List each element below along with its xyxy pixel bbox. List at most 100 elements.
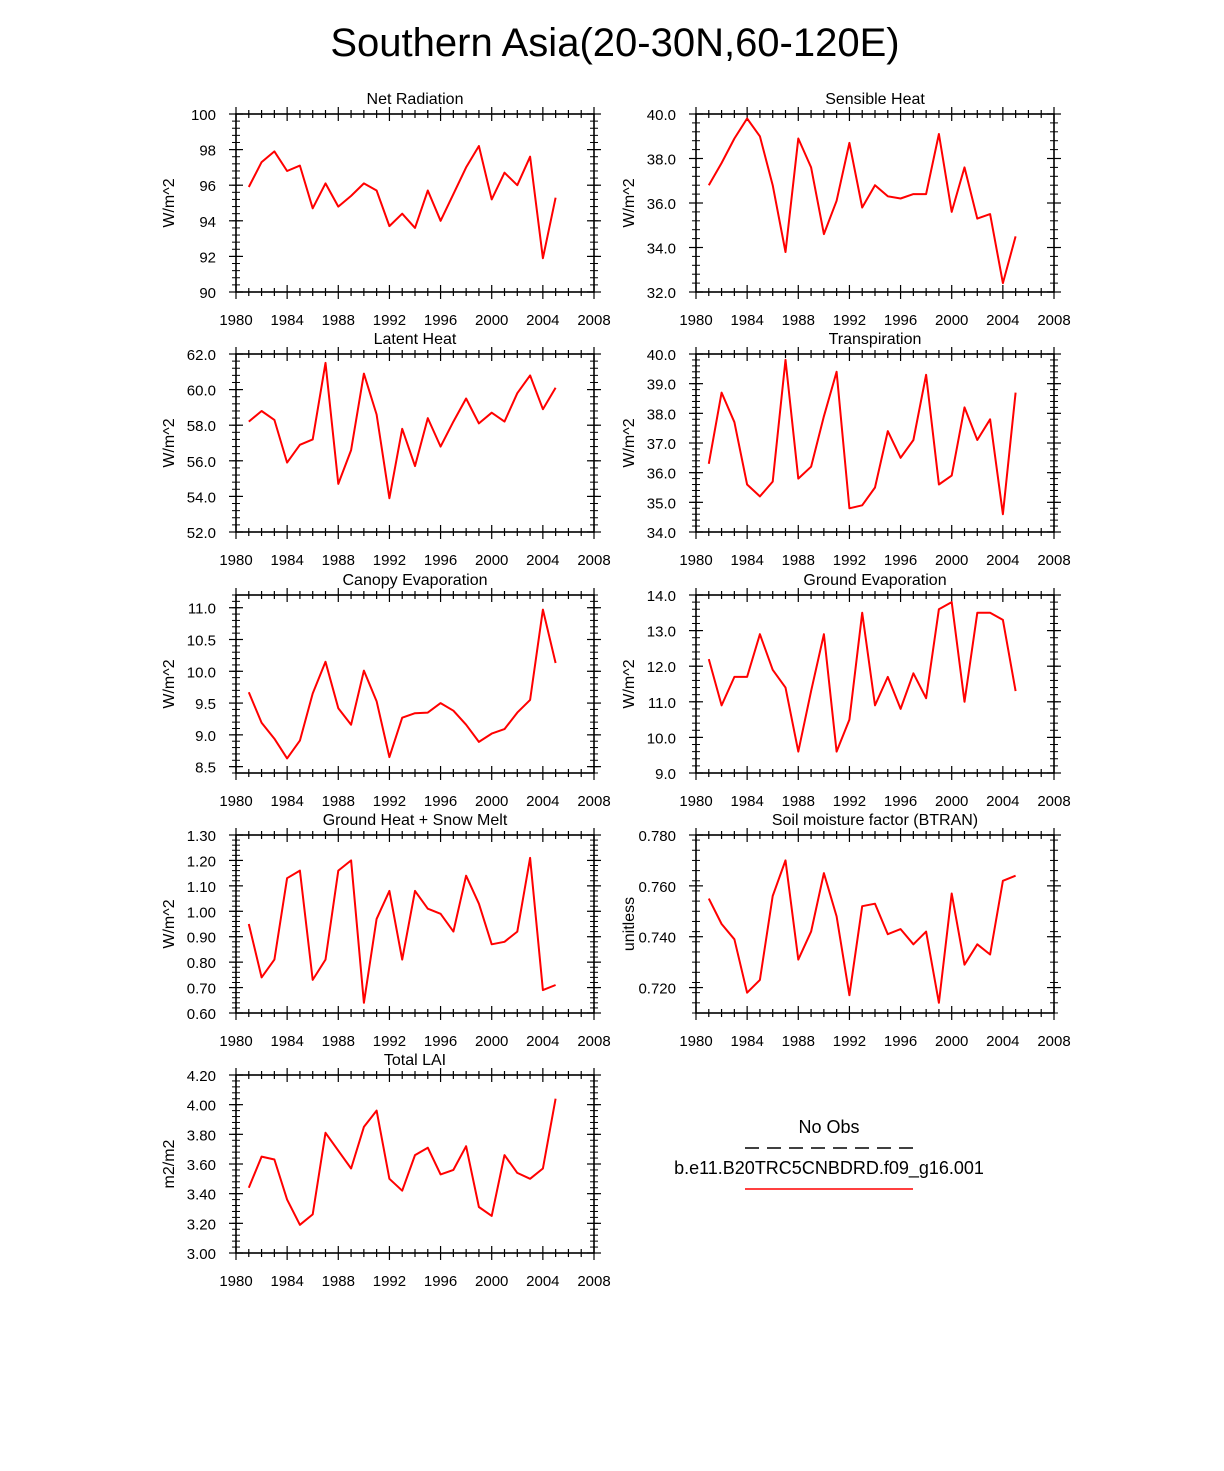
x-tick-label: 1984 bbox=[730, 552, 763, 569]
x-tick-label: 2000 bbox=[475, 312, 508, 329]
x-tick-label: 1980 bbox=[219, 1273, 252, 1290]
y-tick-label: 4.00 bbox=[187, 1098, 216, 1115]
panel-title: Transpiration bbox=[829, 331, 922, 348]
x-tick-label: 1996 bbox=[424, 1273, 457, 1290]
y-tick-label: 1.00 bbox=[187, 904, 216, 921]
x-tick-label: 1992 bbox=[373, 312, 406, 329]
x-tick-label: 1996 bbox=[884, 1033, 917, 1050]
x-tick-label: 2008 bbox=[577, 793, 610, 810]
y-axis-label: W/m^2 bbox=[161, 899, 178, 948]
x-tick-label: 1988 bbox=[322, 1033, 355, 1050]
y-tick-label: 38.0 bbox=[647, 152, 676, 169]
x-tick-label: 1988 bbox=[322, 793, 355, 810]
series-line bbox=[707, 358, 1017, 516]
plot-frame bbox=[695, 594, 1055, 774]
x-tick-label: 2004 bbox=[526, 1273, 559, 1290]
plot-frame bbox=[235, 113, 595, 293]
panel-title: Latent Heat bbox=[374, 331, 457, 348]
x-tick-label: 1992 bbox=[373, 552, 406, 569]
x-tick-label: 1984 bbox=[270, 552, 303, 569]
y-tick-label: 34.0 bbox=[647, 241, 676, 258]
x-tick-label: 1980 bbox=[219, 552, 252, 569]
x-tick-label: 1996 bbox=[884, 793, 917, 810]
y-tick-label: 0.90 bbox=[187, 930, 216, 947]
plot-frame bbox=[235, 1074, 595, 1254]
y-axis-label: m2/m2 bbox=[161, 1139, 178, 1188]
y-axis-label: W/m^2 bbox=[161, 418, 178, 467]
y-tick-label: 1.20 bbox=[187, 853, 216, 870]
x-tick-label: 2004 bbox=[986, 793, 1019, 810]
y-tick-label: 9.5 bbox=[195, 696, 216, 713]
x-tick-label: 1988 bbox=[782, 1033, 815, 1050]
y-tick-label: 32.0 bbox=[647, 285, 676, 302]
series-line bbox=[248, 361, 557, 500]
y-tick-label: 1.10 bbox=[187, 879, 216, 896]
x-tick-label: 1984 bbox=[730, 793, 763, 810]
panel-title: Total LAI bbox=[384, 1052, 446, 1069]
x-tick-label: 2004 bbox=[986, 312, 1019, 329]
x-tick-label: 1980 bbox=[679, 793, 712, 810]
y-tick-label: 3.40 bbox=[187, 1187, 216, 1204]
panel-soil-moisture-factor-btran: Soil moisture factor (BTRAN) unitless 1980… bbox=[621, 812, 1071, 1050]
y-axis-label: W/m^2 bbox=[621, 178, 638, 227]
y-tick-label: 3.60 bbox=[187, 1157, 216, 1174]
x-tick-label: 1984 bbox=[270, 793, 303, 810]
x-tick-label: 1996 bbox=[424, 793, 457, 810]
plot-frame bbox=[695, 353, 1055, 533]
x-tick-label: 1992 bbox=[373, 1273, 406, 1290]
x-tick-label: 1992 bbox=[833, 552, 866, 569]
x-tick-label: 1984 bbox=[730, 1033, 763, 1050]
panel-title: Sensible Heat bbox=[825, 91, 925, 108]
panel-title: Soil moisture factor (BTRAN) bbox=[772, 812, 978, 829]
y-tick-label: 3.80 bbox=[187, 1127, 216, 1144]
plot-frame bbox=[235, 834, 595, 1014]
y-tick-label: 13.0 bbox=[647, 624, 676, 641]
y-tick-label: 37.0 bbox=[647, 436, 676, 453]
y-tick-label: 96 bbox=[199, 178, 216, 195]
panel-title: Canopy Evaporation bbox=[343, 572, 488, 589]
y-tick-label: 3.00 bbox=[187, 1246, 216, 1263]
y-tick-label: 38.0 bbox=[647, 406, 676, 423]
series-line bbox=[707, 117, 1017, 285]
series-line bbox=[707, 859, 1016, 1004]
y-tick-label: 54.0 bbox=[187, 489, 216, 506]
panel-latent-heat: Latent Heat W/m^2 1980 1984 1988 1992 1996 2000… bbox=[161, 331, 611, 569]
y-tick-label: 98 bbox=[199, 143, 216, 160]
y-tick-label: 14.0 bbox=[647, 588, 676, 605]
x-tick-label: 2000 bbox=[935, 793, 968, 810]
series-line bbox=[247, 856, 556, 1004]
x-tick-label: 2004 bbox=[986, 1033, 1019, 1050]
x-tick-label: 2008 bbox=[1037, 552, 1070, 569]
y-tick-label: 9.0 bbox=[195, 728, 216, 745]
panel-net-radiation: Net Radiation W/m^2 1980 1984 1988 1992 1996 20… bbox=[161, 91, 611, 329]
y-axis-label: W/m^2 bbox=[161, 178, 178, 227]
y-tick-label: 39.0 bbox=[647, 377, 676, 394]
series-line bbox=[707, 601, 1017, 753]
panel-transpiration: Transpiration W/m^2 1980 1984 1988 1992 1996 20… bbox=[621, 331, 1071, 569]
x-tick-label: 1988 bbox=[782, 793, 815, 810]
x-tick-label: 1992 bbox=[373, 793, 406, 810]
plot-frame bbox=[235, 353, 595, 533]
x-tick-label: 1992 bbox=[833, 793, 866, 810]
y-tick-label: 0.80 bbox=[187, 955, 216, 972]
x-tick-label: 1984 bbox=[270, 312, 303, 329]
y-tick-label: 0.720 bbox=[638, 981, 676, 998]
x-tick-label: 2008 bbox=[1037, 1033, 1070, 1050]
x-tick-label: 1996 bbox=[424, 552, 457, 569]
x-tick-label: 2004 bbox=[526, 552, 559, 569]
y-tick-label: 62.0 bbox=[187, 347, 216, 364]
x-tick-label: 1996 bbox=[884, 312, 917, 329]
x-tick-label: 1988 bbox=[322, 552, 355, 569]
x-tick-label: 1980 bbox=[219, 312, 252, 329]
y-tick-label: 9.0 bbox=[655, 766, 676, 783]
x-tick-label: 2008 bbox=[577, 1273, 610, 1290]
y-tick-label: 0.740 bbox=[638, 930, 676, 947]
x-tick-label: 2000 bbox=[475, 1273, 508, 1290]
figure-title: Southern Asia(20-30N,60-120E) bbox=[330, 21, 899, 65]
x-tick-label: 1988 bbox=[782, 312, 815, 329]
x-tick-label: 1996 bbox=[884, 552, 917, 569]
x-tick-label: 1988 bbox=[322, 312, 355, 329]
y-tick-label: 11.0 bbox=[648, 695, 676, 712]
x-tick-label: 2004 bbox=[526, 793, 559, 810]
